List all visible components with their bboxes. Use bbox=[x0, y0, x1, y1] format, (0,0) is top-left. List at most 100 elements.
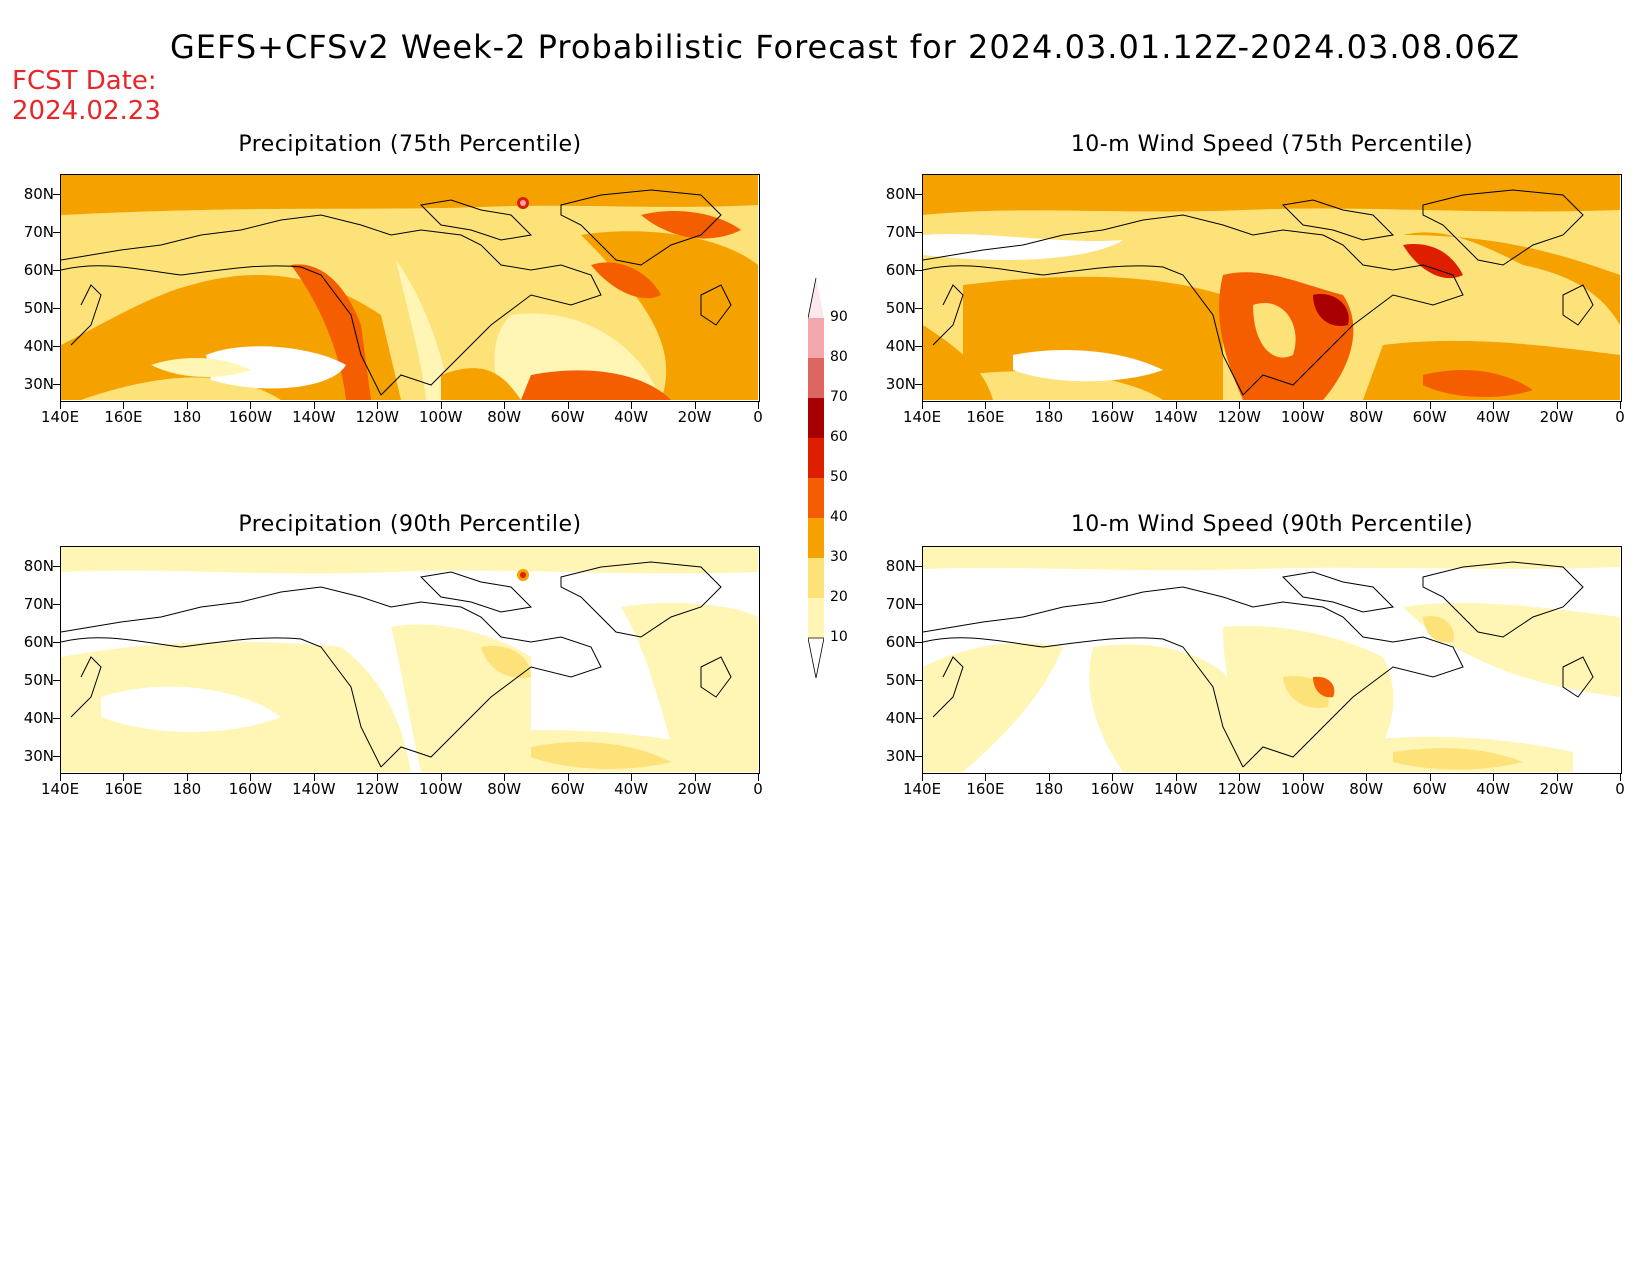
lat-tick bbox=[915, 604, 922, 605]
lon-tick bbox=[186, 402, 188, 409]
lat-label: 80N bbox=[23, 557, 54, 575]
lat-tick bbox=[53, 232, 60, 233]
lon-tick bbox=[1112, 774, 1114, 781]
lat-tick bbox=[915, 346, 922, 347]
lon-tick bbox=[504, 774, 506, 781]
lon-label: 40W bbox=[1476, 780, 1511, 798]
colorbar-label: 40 bbox=[830, 509, 848, 525]
colorbar-label: 50 bbox=[830, 469, 848, 485]
lon-tick bbox=[1366, 774, 1368, 781]
fcst-date-value: 2024.02.23 bbox=[12, 96, 161, 126]
lon-tick bbox=[250, 774, 252, 781]
lat-label: 50N bbox=[885, 299, 916, 317]
lon-label: 140E bbox=[902, 408, 942, 426]
lon-label: 180 bbox=[1034, 408, 1064, 426]
colorbar-label: 60 bbox=[830, 429, 848, 445]
lat-tick bbox=[53, 270, 60, 271]
lat-label: 50N bbox=[23, 299, 54, 317]
lon-label: 120W bbox=[355, 780, 399, 798]
lat-tick bbox=[53, 194, 60, 195]
lat-label: 70N bbox=[23, 595, 54, 613]
lon-label: 160W bbox=[1090, 780, 1135, 798]
lon-label: 0 bbox=[753, 408, 763, 426]
lon-label: 140W bbox=[292, 408, 336, 426]
lon-label: 140W bbox=[1154, 408, 1198, 426]
lon-label: 80W bbox=[487, 780, 522, 798]
lat-label: 80N bbox=[23, 185, 54, 203]
lon-label: 40W bbox=[1476, 408, 1511, 426]
lon-tick bbox=[504, 402, 506, 409]
lat-label: 60N bbox=[23, 261, 54, 279]
lon-tick bbox=[123, 402, 125, 409]
panel-title-precip-90: Precipitation (90th Percentile) bbox=[238, 512, 582, 537]
lon-label: 140E bbox=[40, 780, 80, 798]
lon-tick bbox=[377, 402, 379, 409]
lon-label: 160W bbox=[1090, 408, 1135, 426]
fcst-date-label: FCST Date: bbox=[12, 66, 157, 96]
lat-tick bbox=[915, 308, 922, 309]
lon-tick bbox=[631, 774, 633, 781]
lon-label: 60W bbox=[550, 780, 585, 798]
lat-label: 70N bbox=[885, 223, 916, 241]
lon-label: 0 bbox=[1615, 408, 1625, 426]
colorbar-canvas bbox=[807, 277, 825, 679]
lat-tick bbox=[53, 680, 60, 681]
figure-title: GEFS+CFSv2 Week-2 Probabilistic Forecast… bbox=[169, 28, 1521, 66]
lon-label: 100W bbox=[1280, 780, 1325, 798]
lat-label: 30N bbox=[885, 375, 916, 393]
lon-tick bbox=[1112, 402, 1114, 409]
panel-title-wind-90: 10-m Wind Speed (90th Percentile) bbox=[1070, 512, 1474, 537]
lat-label: 30N bbox=[23, 747, 54, 765]
lon-label: 160E bbox=[104, 780, 143, 798]
lon-label: 80W bbox=[487, 408, 522, 426]
lon-label: 60W bbox=[1412, 408, 1447, 426]
map-precip-75 bbox=[60, 174, 760, 402]
lon-tick bbox=[1620, 402, 1621, 409]
lon-tick bbox=[1239, 402, 1241, 409]
lon-label: 160W bbox=[228, 408, 273, 426]
lon-label: 160E bbox=[966, 780, 1005, 798]
lat-label: 50N bbox=[885, 671, 916, 689]
lat-tick bbox=[915, 680, 922, 681]
lon-tick bbox=[1429, 774, 1431, 781]
lon-label: 140E bbox=[40, 408, 80, 426]
lat-label: 60N bbox=[23, 633, 54, 651]
lon-tick bbox=[1556, 774, 1558, 781]
lon-label: 20W bbox=[1539, 408, 1574, 426]
lon-tick bbox=[60, 774, 61, 781]
lat-tick bbox=[53, 642, 60, 643]
map-wind-75-canvas bbox=[923, 175, 1620, 400]
lon-tick bbox=[985, 774, 987, 781]
lon-tick bbox=[922, 402, 923, 409]
lon-tick bbox=[1048, 774, 1050, 781]
lon-label: 140E bbox=[902, 780, 942, 798]
lon-label: 20W bbox=[1539, 780, 1574, 798]
lat-label: 40N bbox=[23, 709, 54, 727]
lon-label: 160E bbox=[104, 408, 143, 426]
lat-tick bbox=[915, 232, 922, 233]
lon-tick bbox=[1620, 774, 1621, 781]
lon-tick bbox=[1366, 402, 1368, 409]
lat-label: 70N bbox=[23, 223, 54, 241]
lon-tick bbox=[1556, 402, 1558, 409]
lon-tick bbox=[922, 774, 923, 781]
lon-label: 80W bbox=[1349, 780, 1384, 798]
lon-tick bbox=[186, 774, 188, 781]
lon-tick bbox=[1302, 402, 1304, 409]
lon-tick bbox=[123, 774, 125, 781]
lon-label: 0 bbox=[753, 780, 763, 798]
lon-tick bbox=[694, 402, 696, 409]
lon-tick bbox=[250, 402, 252, 409]
lat-label: 50N bbox=[23, 671, 54, 689]
colorbar-label: 70 bbox=[830, 389, 848, 405]
lat-label: 30N bbox=[885, 747, 916, 765]
colorbar-label: 30 bbox=[830, 549, 848, 565]
lon-tick bbox=[1175, 774, 1177, 781]
map-wind-75 bbox=[922, 174, 1622, 402]
lon-tick bbox=[985, 402, 987, 409]
colorbar bbox=[807, 277, 825, 679]
lon-label: 60W bbox=[1412, 780, 1447, 798]
lat-tick bbox=[915, 270, 922, 271]
lat-label: 80N bbox=[885, 557, 916, 575]
lon-label: 20W bbox=[677, 780, 712, 798]
